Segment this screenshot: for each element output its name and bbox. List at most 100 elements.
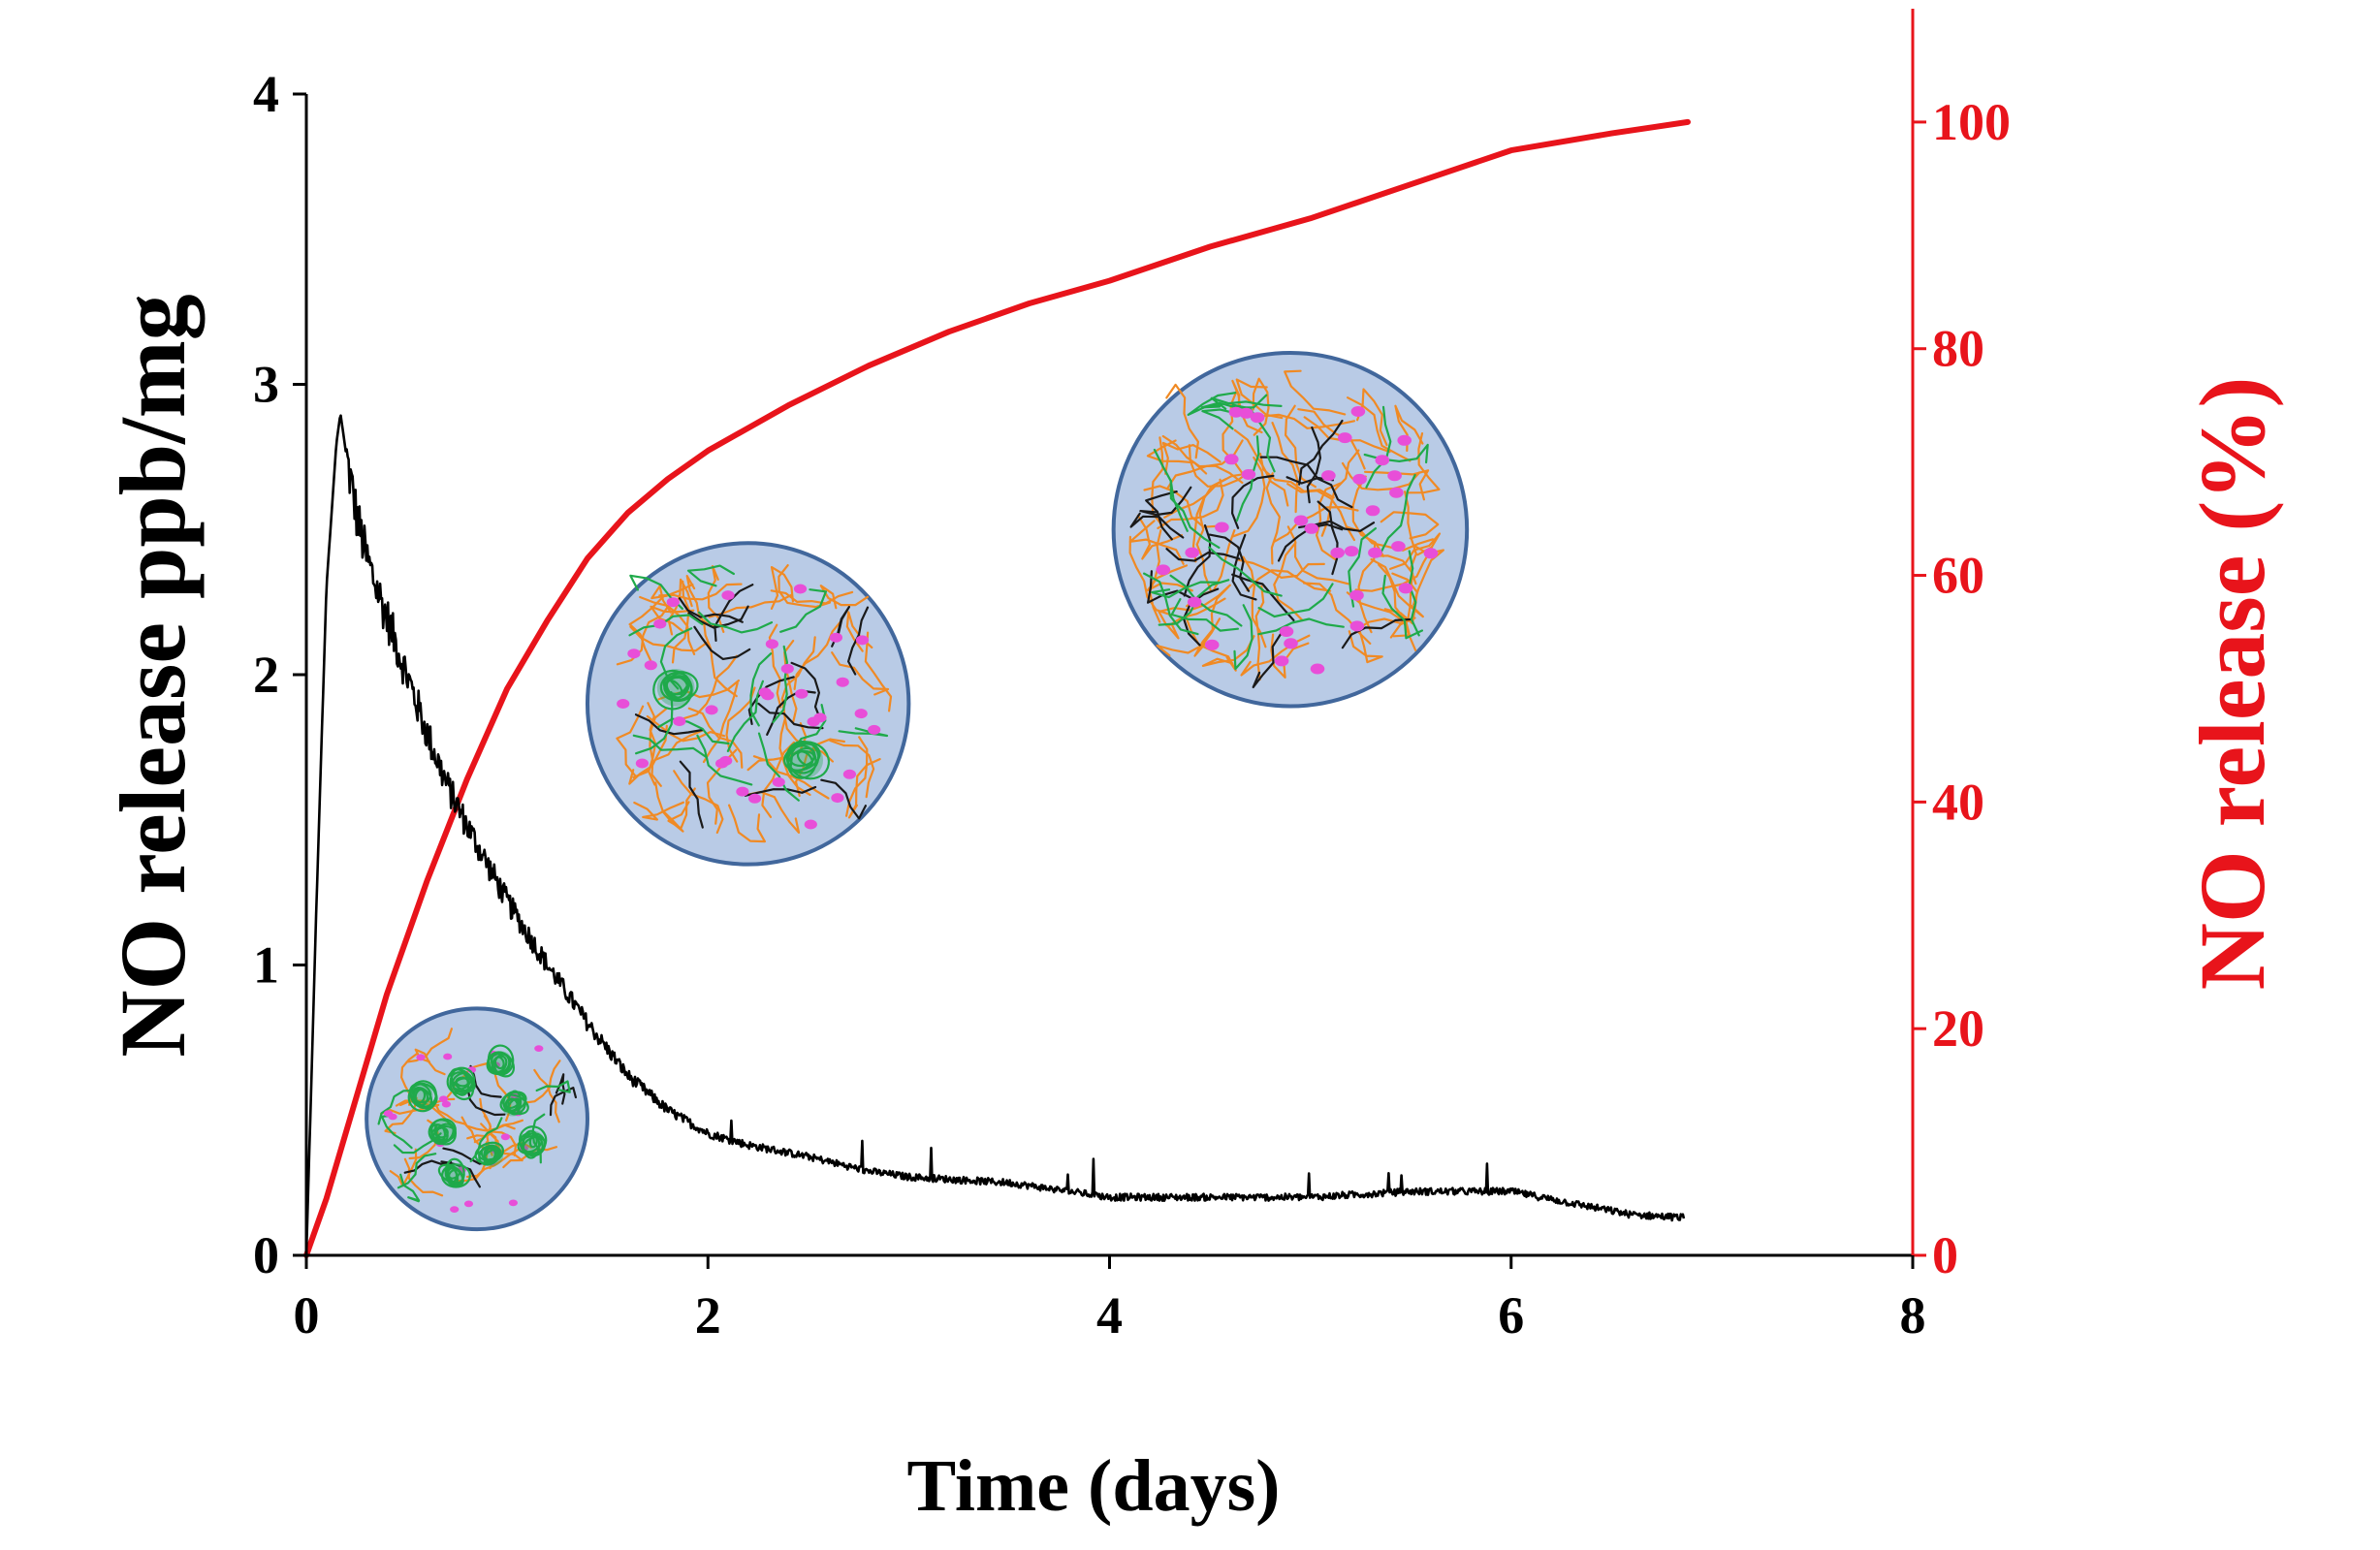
aggregate-core (521, 1130, 546, 1155)
chain-orange (1258, 453, 1335, 499)
aggregate-coil (412, 1087, 429, 1107)
magenta-dot (836, 677, 849, 687)
chain-orange (1252, 377, 1270, 436)
right-y-axis-label: NO release (%) (2180, 377, 2284, 991)
chain-orange (403, 1157, 444, 1197)
chain-black (1165, 548, 1241, 562)
chain-orange (682, 654, 739, 720)
aggregate-core (785, 741, 824, 779)
right-y-tick-label-100: 100 (1932, 93, 2011, 151)
magenta-dot (1156, 564, 1171, 576)
magenta-dot (1224, 454, 1239, 465)
chain-orange (1242, 555, 1267, 648)
aggregate-core (656, 668, 695, 707)
magenta-dot (1239, 407, 1253, 419)
chain-black (714, 584, 754, 642)
chain-orange (1156, 617, 1222, 657)
aggregate-coil (507, 1097, 522, 1113)
chain-green (1169, 479, 1221, 549)
magenta-dot (1330, 547, 1345, 558)
magenta-dot (807, 716, 820, 727)
magenta-dot (508, 1199, 519, 1207)
chain-orange (1165, 383, 1199, 459)
aggregate (652, 668, 699, 711)
magenta-dot (653, 618, 667, 629)
magenta-dot (829, 632, 843, 643)
x-axis-label: Time (days) (907, 1445, 1281, 1527)
chain-black (1139, 486, 1192, 517)
left-y-tick-label-4: 4 (253, 65, 279, 123)
chain-orange (847, 758, 881, 819)
left-y-tick-label-0: 0 (253, 1226, 279, 1284)
magenta-dot (1338, 432, 1352, 444)
chain-black (1208, 533, 1251, 592)
particle-illustrations (365, 350, 1470, 1232)
magenta-dot (1310, 663, 1325, 675)
chain-orange (794, 738, 845, 797)
chain-green (1153, 448, 1189, 532)
right-y-tick-label-60: 60 (1932, 547, 1984, 605)
chain-orange (1193, 585, 1229, 657)
chain-green (380, 1114, 413, 1150)
aggregate-coil (522, 1135, 543, 1154)
magenta-dot (450, 1206, 460, 1213)
magenta-dot (388, 1113, 397, 1121)
chain-black (1231, 474, 1275, 529)
chain-orange (1231, 456, 1266, 538)
chain-orange (1265, 472, 1281, 565)
chain-orange (654, 781, 684, 833)
aggregate-core (500, 1091, 525, 1117)
aggregate-coil (662, 675, 688, 696)
chain-orange (1201, 635, 1255, 667)
chain-orange (650, 605, 695, 634)
chain-black (1277, 522, 1344, 562)
chain-green (772, 645, 788, 724)
magenta-dot (715, 758, 729, 769)
aggregate-core (409, 1083, 433, 1108)
magenta-dot (842, 769, 857, 779)
magenta-dot (627, 648, 641, 659)
chain-orange (1285, 404, 1317, 489)
magenta-dot (1391, 541, 1406, 553)
chain-orange (1184, 615, 1237, 672)
chain-orange (702, 619, 738, 698)
aggregate (446, 1066, 476, 1101)
chain-orange (770, 589, 854, 605)
aggregate-core (489, 1051, 513, 1075)
chain-orange (793, 618, 843, 690)
chain-orange (649, 708, 668, 787)
chain-orange (673, 770, 724, 835)
right-y-tick-label-0: 0 (1932, 1226, 1958, 1284)
aggregate-coil (502, 1091, 526, 1116)
chain-black (678, 597, 744, 623)
magenta-dot (1389, 487, 1404, 498)
magenta-dot (761, 690, 775, 701)
inset-medium-particle (585, 541, 911, 867)
chain-orange (1389, 532, 1442, 570)
magenta-dot (1344, 546, 1359, 557)
chain-green (1169, 574, 1243, 627)
chain-orange (1370, 558, 1424, 618)
right-y-tick-label-80: 80 (1932, 320, 1984, 378)
chain-orange (728, 804, 766, 843)
chain-orange (1146, 564, 1193, 592)
aggregate-core (428, 1121, 454, 1146)
chain-green (1235, 435, 1260, 522)
x-tick-label-4: 4 (1096, 1286, 1123, 1344)
chain-orange (1356, 388, 1388, 447)
magenta-dot (1349, 620, 1365, 632)
chain-green (628, 614, 704, 637)
chain-orange (1195, 497, 1212, 591)
chain-orange (829, 739, 875, 799)
chain-orange (1143, 485, 1221, 528)
magenta-dot (1215, 522, 1229, 533)
left-y-tick-label-2: 2 (253, 646, 279, 704)
aggregate-coil (444, 1157, 465, 1187)
left-y-tick-label-3: 3 (253, 356, 279, 414)
magenta-dot (673, 716, 686, 727)
chain-black (1145, 490, 1178, 541)
chain-black (1341, 617, 1412, 649)
magenta-dot (1293, 515, 1309, 526)
chain-green (1257, 617, 1345, 636)
